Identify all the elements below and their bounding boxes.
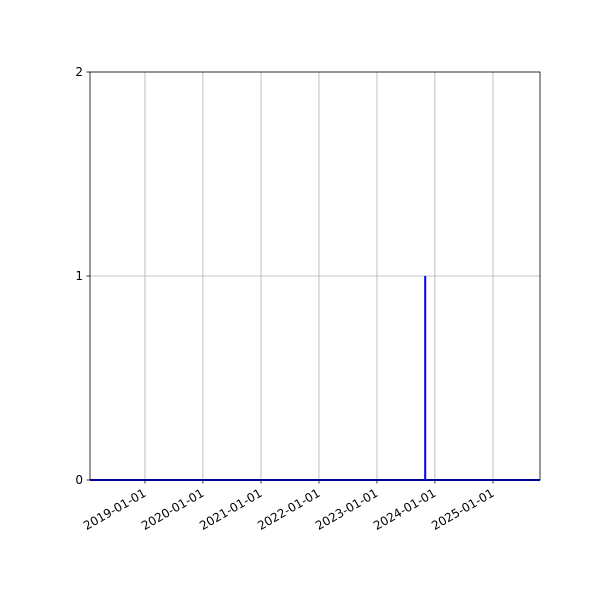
x-tick-label: 2021-01-01 (197, 486, 264, 533)
x-tick-label: 2023-01-01 (313, 486, 380, 533)
x-tick-label: 2022-01-01 (255, 486, 322, 533)
y-tick-label: 0 (75, 473, 83, 487)
x-tick-label: 2024-01-01 (371, 486, 438, 533)
y-tick-label: 1 (75, 269, 83, 283)
x-tick-label: 2020-01-01 (139, 486, 206, 533)
series-line (90, 276, 540, 481)
y-tick-label: 2 (75, 65, 83, 79)
x-tick-label: 2025-01-01 (429, 486, 496, 533)
x-tick-label: 2019-01-01 (81, 486, 148, 533)
plot-frame (89, 71, 541, 481)
